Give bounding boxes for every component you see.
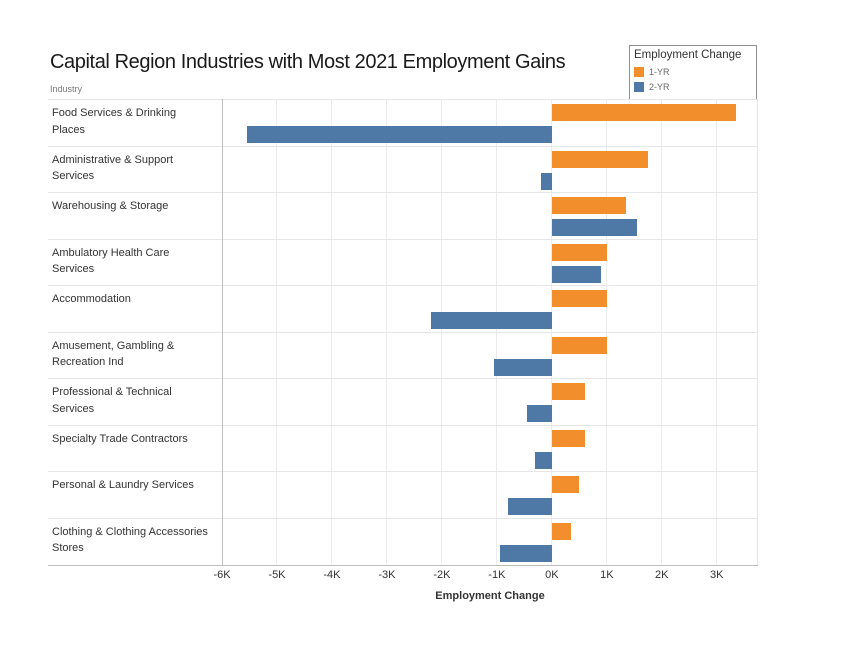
industry-row: Accommodation [48,286,758,333]
plot-left-border [222,99,223,565]
x-tick-label: -4K [323,569,341,581]
industry-label: Ambulatory Health Care Services [52,246,170,276]
row-plot-pane [222,240,758,286]
industry-label: Accommodation [52,293,131,305]
chart-area: Food Services & Drinking Places Administr… [48,99,758,566]
chart-rows: Food Services & Drinking Places Administr… [48,99,758,565]
legend-item-label: 2-YR [649,81,670,92]
bar-1yr[interactable] [551,197,627,214]
industry-row: Ambulatory Health Care Services [48,240,758,286]
industry-label: Administrative & Support Services [52,153,174,183]
bar-2yr[interactable] [494,358,552,376]
row-plot-pane [222,193,758,239]
x-tick-label: -5K [268,569,286,581]
bar-2yr[interactable] [499,544,552,562]
x-axis-title: Employment Change [435,590,545,602]
x-tick-label: -2K [433,569,451,581]
industry-row: Food Services & Drinking Places [48,100,758,147]
row-plot-pane [222,379,758,425]
industry-row: Clothing & Clothing Accessories Stores [48,519,758,566]
industry-label: Personal & Laundry Services [52,479,194,491]
bar-2yr[interactable] [246,126,552,143]
bar-2yr[interactable] [551,265,602,283]
bar-1yr[interactable] [551,104,736,121]
bar-1yr[interactable] [551,476,580,493]
industry-row: Warehousing & Storage [48,193,758,240]
x-tick-label: -6K [213,569,231,581]
bar-1yr[interactable] [551,290,607,307]
bar-1yr[interactable] [551,522,572,540]
x-tick-label: 0K [545,569,559,581]
bar-1yr[interactable] [551,336,607,354]
industry-label: Professional & Technical Services [52,386,172,415]
chart-title: Capital Region Industries with Most 2021… [50,51,566,73]
bar-2yr[interactable] [430,312,552,329]
row-plot-pane [222,100,758,146]
industry-row: Amusement, Gambling & Recreation Ind [48,333,758,379]
bar-1yr[interactable] [551,150,649,168]
legend-title: Employment Change [634,49,742,61]
bar-2yr[interactable] [535,451,552,469]
bar-1yr[interactable] [551,243,607,261]
row-header-label: Industry [50,84,83,94]
bar-1yr[interactable] [551,429,585,447]
bar-2yr[interactable] [551,219,638,236]
x-tick-label: -1K [488,569,506,581]
x-tick-label: -3K [378,569,396,581]
row-plot-pane [222,286,758,332]
row-plot-pane [222,333,758,379]
bar-2yr[interactable] [527,405,552,422]
industry-label: Specialty Trade Contractors [52,432,188,445]
industry-label: Amusement, Gambling & Recreation Ind [52,339,175,369]
industry-label: Food Services & Drinking Places [52,107,177,136]
bar-2yr[interactable] [540,172,552,190]
industry-label: Warehousing & Storage [52,200,169,212]
row-plot-pane [222,426,758,472]
bar-2yr[interactable] [507,498,552,515]
legend-items: 1-YR 2-YR [634,64,752,94]
row-plot-pane [222,519,758,566]
plot-right-border [757,99,758,565]
legend-swatch-icon [634,81,644,92]
legend-item-label: 1-YR [649,66,670,77]
row-plot-pane [222,472,758,518]
industry-row: Specialty Trade Contractors [48,426,758,472]
legend-swatch-icon [634,66,644,77]
row-plot-pane [222,147,758,193]
industry-row: Administrative & Support Services [48,147,758,193]
legend: Employment Change 1-YR 2-YR [629,45,757,100]
x-tick-label: 2K [655,569,669,581]
x-tick-label: 3K [710,569,724,581]
industry-row: Professional & Technical Services [48,379,758,426]
x-axis-line [48,565,758,566]
industry-label: Clothing & Clothing Accessories Stores [52,525,208,555]
industry-row: Personal & Laundry Services [48,472,758,519]
x-tick-label: 1K [600,569,614,581]
legend-item-1yr[interactable]: 1-YR [634,64,752,79]
x-axis-ticks: -6K -5K -4K -3K -2K -1K 0K 1K 2K 3K [213,569,758,582]
legend-item-2yr[interactable]: 2-YR [634,79,752,94]
bar-1yr[interactable] [551,383,585,400]
